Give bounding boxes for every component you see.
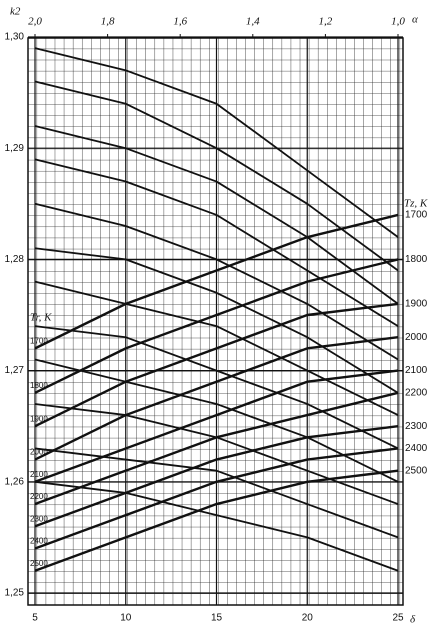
y-tick-label: 1,29 [5,143,25,154]
alpha-curve [34,280,399,416]
temperature-curve [34,425,399,528]
x2-axis-label: α [412,14,418,26]
y-tick-label: 1,27 [5,365,25,376]
left-label: 2400 [30,537,48,546]
y-tick-label: 1,28 [5,254,25,265]
alpha-curve [34,447,399,539]
y-tick-label: 1,30 [5,32,25,43]
alpha-curve [34,247,399,394]
temperature-curve [34,258,399,394]
right-label: 2000 [405,332,428,343]
right-label: 1900 [405,299,428,310]
temperature-curve [34,391,399,506]
y-tick-label: 1,25 [5,588,25,599]
alpha-curve [34,480,399,572]
temperature-curve [34,469,399,572]
alpha-curve [34,80,399,272]
x2-tick-label: 1,6 [173,16,187,28]
left-label: 2100 [30,470,48,479]
alpha-curve [34,47,399,238]
right-label: 2200 [405,387,428,398]
left-title: Tr, K [30,312,52,324]
alpha-curve [34,202,399,361]
left-label: 2500 [30,559,48,568]
temperature-curve [34,447,399,550]
alpha-curve [34,325,399,450]
x-tick-label: 20 [302,613,314,624]
plot-frame [27,37,404,606]
right-label: 2300 [405,421,428,432]
right-label: 1800 [405,254,428,265]
x-tick-label: 25 [392,613,404,624]
temperature-curve [34,336,399,461]
left-label: 2200 [30,492,48,501]
x-axis-label: δ [410,614,416,626]
left-label: 1800 [30,381,48,390]
left-label: 1700 [30,336,48,345]
right-label: 1700 [405,210,428,221]
temperature-curve [34,213,399,350]
right-label: 2400 [405,443,428,454]
left-label: 2000 [30,448,48,457]
y-tick-label: 1,26 [5,476,25,487]
temperature-curve [34,302,399,428]
right-label: 2100 [405,365,428,376]
x2-tick-label: 1,0 [391,16,405,28]
x2-tick-label: 2,0 [28,16,42,28]
x-tick-label: 5 [32,613,38,624]
left-label: 2300 [30,514,48,523]
x-tick-label: 10 [120,613,132,624]
x-tick-label: 15 [211,613,223,624]
alpha-curve [34,125,399,305]
right-title: Tz, K [404,198,428,210]
x2-tick-label: 1,4 [246,16,260,28]
right-label: 2500 [405,465,428,476]
left-label: 1900 [30,414,48,423]
y-axis-label: k2 [10,6,21,18]
x2-tick-label: 1,8 [101,16,115,28]
alpha-curve [34,358,399,483]
alpha-curve [34,158,399,327]
temperature-curve [34,369,399,483]
minor-grid [28,38,403,605]
x2-tick-label: 1,2 [319,16,333,28]
